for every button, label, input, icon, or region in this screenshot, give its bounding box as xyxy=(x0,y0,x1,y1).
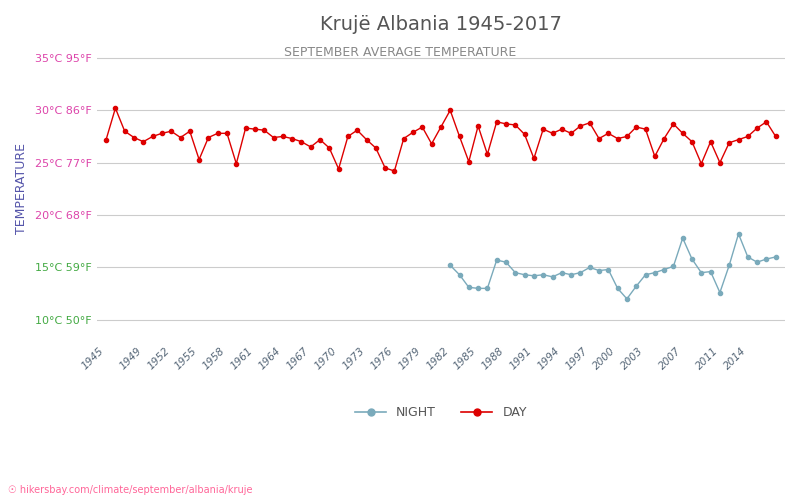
NIGHT xyxy=(613,286,622,292)
DAY xyxy=(771,134,781,140)
NIGHT xyxy=(659,266,669,272)
NIGHT xyxy=(734,231,743,237)
NIGHT xyxy=(752,259,762,265)
Legend: NIGHT, DAY: NIGHT, DAY xyxy=(349,400,533,425)
DAY xyxy=(390,168,399,174)
NIGHT xyxy=(446,262,455,268)
DAY xyxy=(678,130,687,136)
NIGHT xyxy=(650,270,660,276)
DAY xyxy=(259,127,269,133)
NIGHT xyxy=(743,254,753,260)
NIGHT xyxy=(454,272,464,278)
NIGHT xyxy=(464,284,474,290)
Y-axis label: TEMPERATURE: TEMPERATURE xyxy=(15,144,28,234)
NIGHT xyxy=(622,296,632,302)
NIGHT xyxy=(538,272,548,278)
NIGHT xyxy=(687,256,697,262)
NIGHT xyxy=(520,272,530,278)
NIGHT xyxy=(669,264,678,270)
NIGHT xyxy=(641,272,650,278)
DAY xyxy=(697,160,706,166)
NIGHT xyxy=(482,286,492,292)
NIGHT xyxy=(576,270,586,276)
NIGHT xyxy=(715,290,725,296)
NIGHT xyxy=(548,274,558,280)
NIGHT xyxy=(529,273,538,279)
DAY xyxy=(102,136,111,142)
Text: SEPTEMBER AVERAGE TEMPERATURE: SEPTEMBER AVERAGE TEMPERATURE xyxy=(284,46,516,59)
NIGHT xyxy=(678,235,687,241)
DAY xyxy=(725,140,734,146)
NIGHT xyxy=(725,262,734,268)
DAY xyxy=(454,134,464,140)
Line: DAY: DAY xyxy=(104,106,778,173)
Text: ☉ hikersbay.com/climate/september/albania/kruje: ☉ hikersbay.com/climate/september/albani… xyxy=(8,485,253,495)
NIGHT xyxy=(771,254,781,260)
NIGHT xyxy=(585,264,594,270)
NIGHT xyxy=(603,266,613,272)
NIGHT xyxy=(594,268,604,274)
Title: Krujë Albania 1945-2017: Krujë Albania 1945-2017 xyxy=(320,15,562,34)
DAY xyxy=(334,166,343,172)
NIGHT xyxy=(762,256,771,262)
NIGHT xyxy=(697,270,706,276)
NIGHT xyxy=(502,259,511,265)
Line: NIGHT: NIGHT xyxy=(448,232,778,301)
NIGHT xyxy=(492,257,502,263)
DAY xyxy=(110,105,120,111)
NIGHT xyxy=(706,268,715,274)
NIGHT xyxy=(557,270,566,276)
NIGHT xyxy=(474,286,483,292)
NIGHT xyxy=(510,270,520,276)
NIGHT xyxy=(631,284,641,290)
NIGHT xyxy=(566,272,576,278)
